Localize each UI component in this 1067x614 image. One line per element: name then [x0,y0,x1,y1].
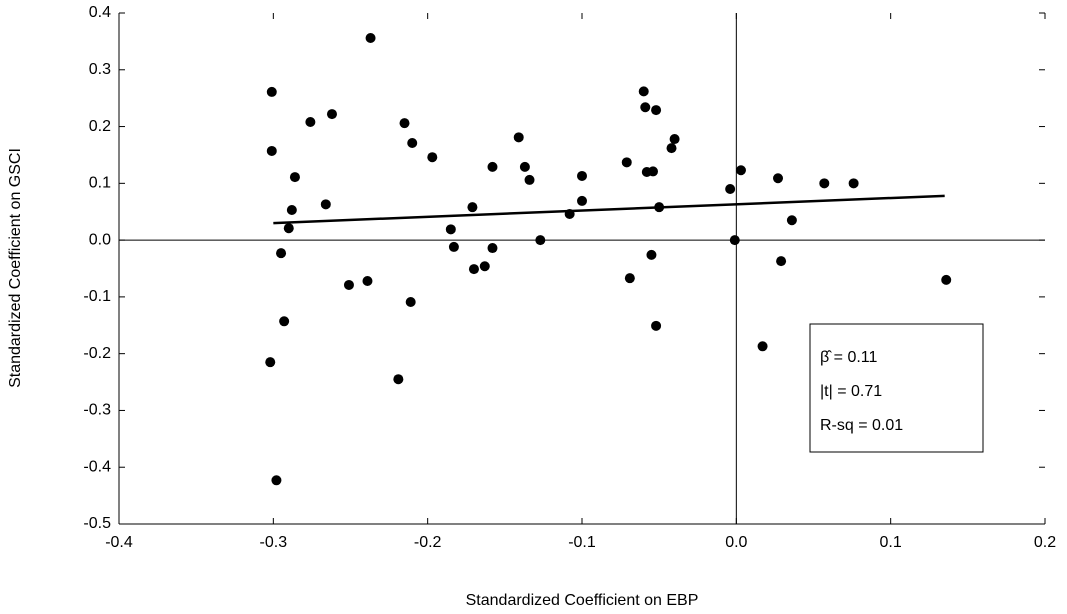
point [513,132,524,143]
point [729,235,740,246]
point [467,202,478,213]
x-tick-label: -0.4 [105,534,133,551]
point [776,256,787,267]
point [343,279,354,290]
point [326,109,337,120]
point [283,223,294,234]
annotation: R-sq = 0.01 [820,417,903,434]
annotation-box [809,323,984,453]
point [941,274,952,285]
point [286,205,297,216]
point [271,475,282,486]
annotation: |t| = 0.71 [820,383,882,400]
point [669,134,680,145]
point [393,374,404,385]
point [773,173,784,184]
point [577,170,587,181]
point [848,178,859,189]
point [266,145,277,156]
point [468,264,479,275]
y-tick-label: -0.1 [83,288,111,305]
point [487,243,498,254]
y-tick-label: 0.1 [89,175,111,192]
x-axis-label: Standardized Coefficient on EBP [466,592,699,609]
point [289,172,300,183]
fit-line [273,194,945,225]
point [666,143,677,154]
y-tick-label: 0.2 [89,118,111,135]
point [725,184,736,195]
y-tick-label: 0.0 [89,231,111,248]
y-tick-label: -0.4 [83,458,111,475]
point [519,161,530,172]
point [487,161,498,172]
x-tick-label: 0.2 [1034,534,1056,551]
point [265,357,276,368]
point [819,178,830,189]
point [735,165,746,176]
point [577,195,587,206]
point [405,296,416,307]
point [427,152,438,163]
point [399,118,410,129]
point [407,138,418,149]
point [651,105,662,116]
point [524,174,535,185]
point [647,166,658,177]
y-axis-label: Standardized Coefficient on GSCI [7,148,24,388]
point [362,275,373,286]
annotation: β̂ = 0.11 [820,349,877,366]
point [445,224,456,235]
x-tick-label: -0.3 [260,534,288,551]
point [320,199,331,210]
point [276,248,287,259]
y-tick-label: 0.4 [89,4,111,21]
x-tick-label: 0.0 [725,534,747,551]
point [279,316,290,327]
point [757,341,768,352]
y-tick-label: 0.3 [89,61,111,78]
point [365,32,376,43]
y-tick-label: -0.2 [83,345,111,362]
point [305,117,316,128]
y-tick-label: -0.3 [83,402,111,419]
x-tick-label: 0.1 [880,534,902,551]
point [786,215,797,226]
point [479,261,490,272]
point [621,157,632,168]
point [651,320,662,331]
point [624,273,635,284]
x-tick-label: -0.1 [568,534,596,551]
point [535,235,546,246]
point [448,241,459,252]
y-tick-label: -0.5 [83,515,111,532]
point [266,86,277,97]
x-tick-label: -0.2 [414,534,442,551]
point [638,86,649,97]
point [646,249,657,260]
point [640,102,651,113]
